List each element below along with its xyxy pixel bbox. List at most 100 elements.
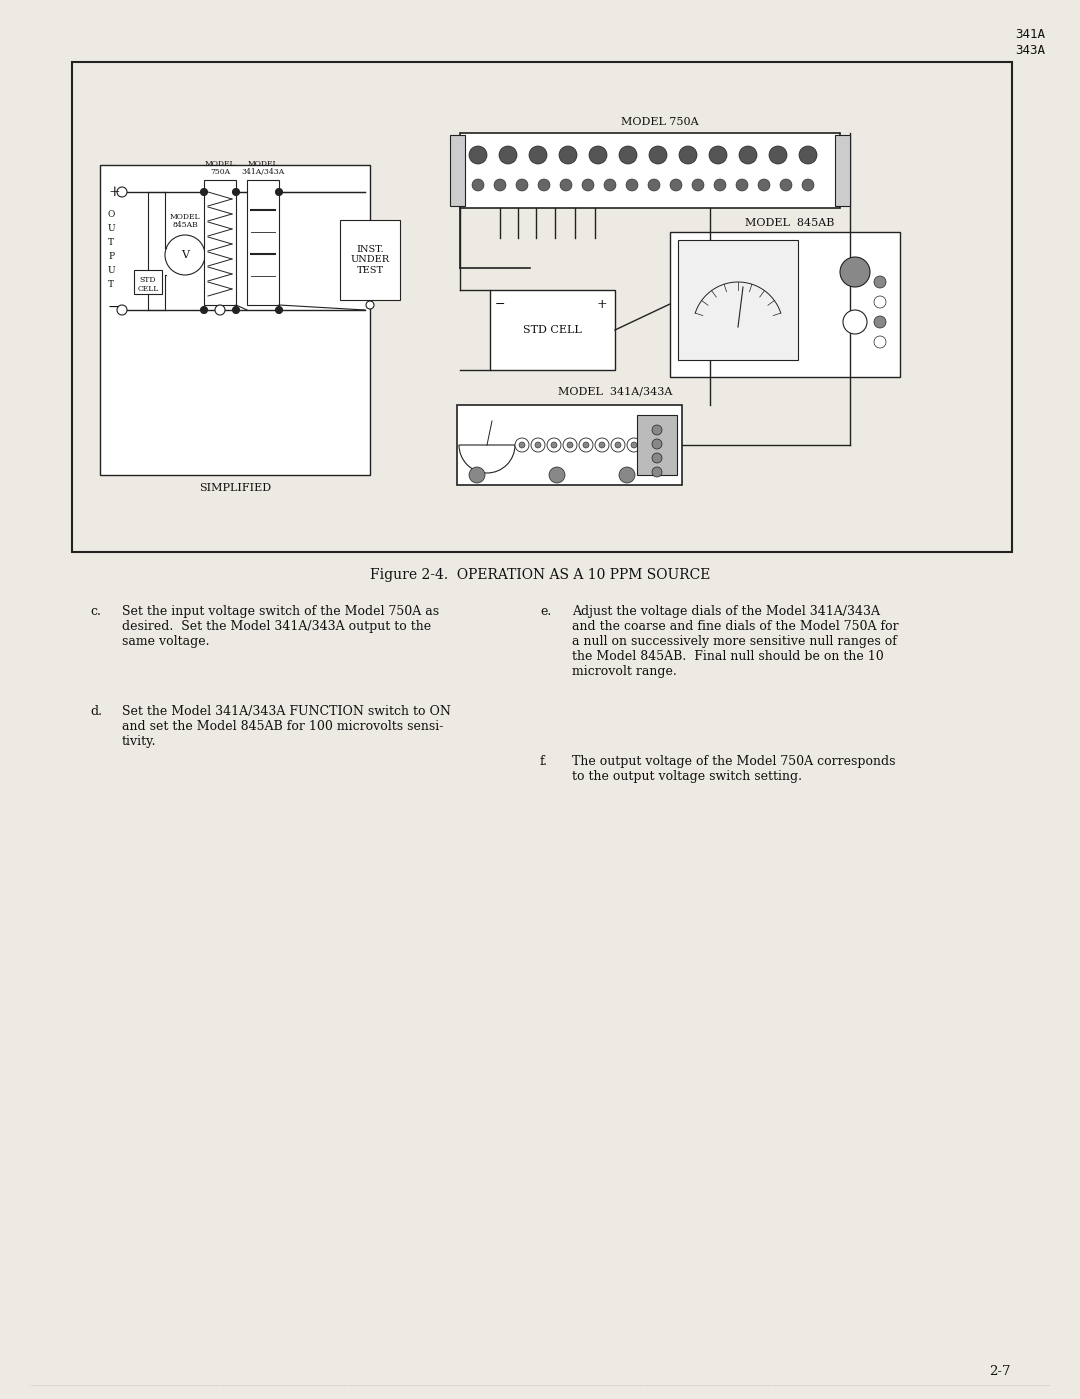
Bar <box>204 180 237 305</box>
Text: 2-7: 2-7 <box>989 1365 1011 1378</box>
Bar <box>247 180 279 305</box>
Circle shape <box>469 467 485 483</box>
Circle shape <box>631 442 637 448</box>
Text: f.: f. <box>540 755 548 768</box>
Text: STD CELL: STD CELL <box>523 325 581 334</box>
Bar <box>460 133 840 208</box>
Text: e.: e. <box>540 604 551 618</box>
Circle shape <box>499 145 517 164</box>
Circle shape <box>516 179 528 192</box>
Text: MODEL: MODEL <box>205 159 235 168</box>
Bar <box>457 404 681 485</box>
Circle shape <box>739 145 757 164</box>
Circle shape <box>469 145 487 164</box>
Text: Figure 2-4.  OPERATION AS A 10 PPM SOURCE: Figure 2-4. OPERATION AS A 10 PPM SOURCE <box>369 568 711 582</box>
Bar <box>72 62 1012 553</box>
Text: Set the input voltage switch of the Model 750A as
desired.  Set the Model 341A/3: Set the input voltage switch of the Mode… <box>122 604 440 648</box>
Text: 341A/343A: 341A/343A <box>241 168 285 176</box>
Circle shape <box>117 305 127 315</box>
Circle shape <box>670 179 681 192</box>
Text: +: + <box>108 185 120 199</box>
Circle shape <box>561 179 572 192</box>
Circle shape <box>232 189 240 196</box>
Circle shape <box>769 145 787 164</box>
Text: MODEL  845AB: MODEL 845AB <box>745 218 835 228</box>
Text: MODEL 750A: MODEL 750A <box>621 118 699 127</box>
Text: U: U <box>108 266 116 276</box>
Circle shape <box>549 467 565 483</box>
Circle shape <box>589 145 607 164</box>
Circle shape <box>117 187 127 197</box>
Text: STD: STD <box>139 276 157 284</box>
Circle shape <box>627 438 642 452</box>
Text: T: T <box>108 280 114 290</box>
Bar <box>340 220 400 299</box>
Text: 343A: 343A <box>1015 43 1045 57</box>
Text: MODEL: MODEL <box>170 213 200 221</box>
Bar <box>450 134 465 206</box>
Text: P: P <box>108 252 114 262</box>
Circle shape <box>652 453 662 463</box>
Circle shape <box>840 257 870 287</box>
Circle shape <box>874 336 886 348</box>
Circle shape <box>626 179 638 192</box>
Circle shape <box>874 316 886 327</box>
Circle shape <box>519 442 525 448</box>
Text: INST.
UNDER
TEST: INST. UNDER TEST <box>350 245 390 274</box>
Circle shape <box>535 442 541 448</box>
Circle shape <box>165 235 205 276</box>
Text: CELL: CELL <box>137 285 159 292</box>
Circle shape <box>619 467 635 483</box>
Circle shape <box>551 442 557 448</box>
Circle shape <box>599 442 605 448</box>
Circle shape <box>648 179 660 192</box>
Circle shape <box>799 145 816 164</box>
Bar <box>670 232 900 376</box>
Text: 750A: 750A <box>210 168 230 176</box>
Circle shape <box>595 438 609 452</box>
Circle shape <box>275 306 283 313</box>
Circle shape <box>201 189 207 196</box>
Text: Adjust the voltage dials of the Model 341A/343A
and the coarse and fine dials of: Adjust the voltage dials of the Model 34… <box>572 604 899 679</box>
Circle shape <box>874 297 886 308</box>
Circle shape <box>538 179 550 192</box>
Circle shape <box>843 311 867 334</box>
Text: U: U <box>108 224 116 234</box>
Circle shape <box>232 306 240 313</box>
Bar <box>100 165 370 476</box>
Circle shape <box>546 438 561 452</box>
Circle shape <box>201 306 207 313</box>
Text: −: − <box>495 298 505 311</box>
Text: c.: c. <box>90 604 100 618</box>
Circle shape <box>611 438 625 452</box>
Circle shape <box>780 179 792 192</box>
Circle shape <box>615 442 621 448</box>
Circle shape <box>494 179 507 192</box>
Text: The output voltage of the Model 750A corresponds
to the output voltage switch se: The output voltage of the Model 750A cor… <box>572 755 895 783</box>
Text: SIMPLIFIED: SIMPLIFIED <box>199 483 271 492</box>
Circle shape <box>692 179 704 192</box>
Circle shape <box>529 145 546 164</box>
Circle shape <box>583 442 589 448</box>
Text: 845AB: 845AB <box>172 221 198 229</box>
Circle shape <box>582 179 594 192</box>
Text: d.: d. <box>90 705 102 718</box>
Circle shape <box>735 179 748 192</box>
Circle shape <box>559 145 577 164</box>
Circle shape <box>652 425 662 435</box>
Circle shape <box>472 179 484 192</box>
Text: 341A: 341A <box>1015 28 1045 41</box>
Text: Set the Model 341A/343A FUNCTION switch to ON
and set the Model 845AB for 100 mi: Set the Model 341A/343A FUNCTION switch … <box>122 705 450 748</box>
Text: T: T <box>108 238 114 248</box>
Circle shape <box>563 438 577 452</box>
Text: V: V <box>181 250 189 260</box>
Circle shape <box>802 179 814 192</box>
Text: −: − <box>108 299 120 313</box>
Circle shape <box>604 179 616 192</box>
Circle shape <box>679 145 697 164</box>
Circle shape <box>652 467 662 477</box>
Text: O: O <box>108 210 116 220</box>
Text: MODEL  341A/343A: MODEL 341A/343A <box>557 388 672 397</box>
Circle shape <box>531 438 545 452</box>
Circle shape <box>619 145 637 164</box>
